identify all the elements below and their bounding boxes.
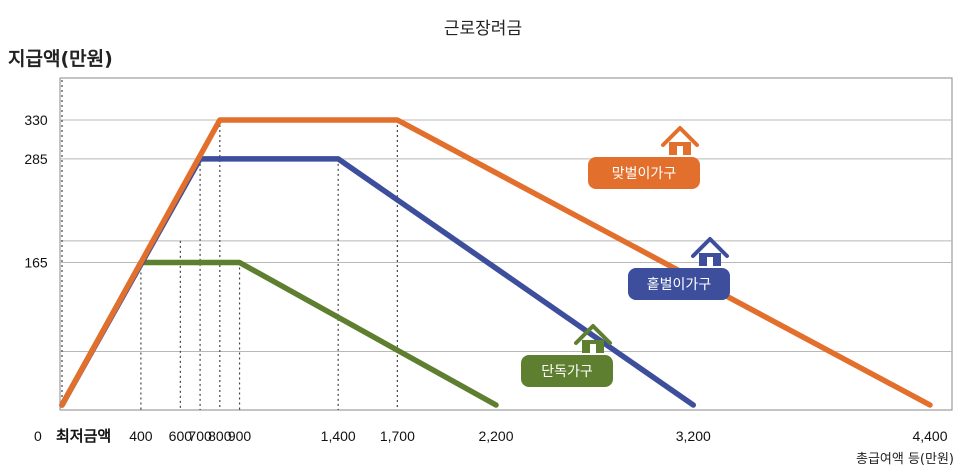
series-lines (59, 117, 933, 408)
label-box (521, 355, 613, 387)
series-label: 홑벌이가구 (628, 268, 730, 300)
vertical-guides (61, 80, 398, 410)
x-axis-label: 총급여액 등(만원) (856, 452, 954, 467)
chart-title: 근로장려금 (443, 19, 523, 39)
x-tick-label: 2,200 (478, 428, 513, 444)
house-door (677, 146, 683, 155)
origin-label: 0 (34, 428, 42, 444)
house-roof (691, 237, 729, 258)
house-icon (661, 126, 699, 155)
house-icon (691, 237, 729, 266)
house-icon (574, 324, 612, 353)
y-tick-label: 330 (24, 112, 48, 128)
plot-area (59, 77, 953, 411)
x-tick-label: 700 (188, 428, 212, 444)
house-roof (574, 324, 612, 345)
series-label: 맞벌이가구 (588, 157, 700, 189)
x-tick-label: 1,400 (321, 428, 356, 444)
x-tick-label: 400 (129, 428, 153, 444)
x-tick-label: 800 (208, 428, 232, 444)
y-axis-label: 지급액(만원) (8, 48, 113, 70)
min-amount-label: 최저금액 (56, 427, 111, 445)
series-label: 단독가구 (521, 355, 613, 387)
series-line (59, 117, 933, 408)
series-name: 홑벌이가구 (647, 277, 712, 293)
x-tick-label: 900 (228, 428, 252, 444)
house-door (707, 257, 713, 266)
x-tick-label: 4,400 (912, 428, 947, 444)
y-tick-label: 285 (24, 151, 48, 167)
house-door (590, 344, 596, 353)
house-roof (661, 126, 699, 147)
series-name: 단독가구 (541, 364, 593, 380)
grid-lines (60, 119, 952, 352)
label-box (628, 268, 730, 300)
label-box (588, 157, 700, 189)
x-tick-label: 600 (169, 428, 193, 444)
x-tick-label: 3,200 (676, 428, 711, 444)
y-tick-label: 165 (24, 255, 48, 271)
x-tick-label: 1,700 (380, 428, 415, 444)
series-name: 맞벌이가구 (612, 166, 677, 182)
